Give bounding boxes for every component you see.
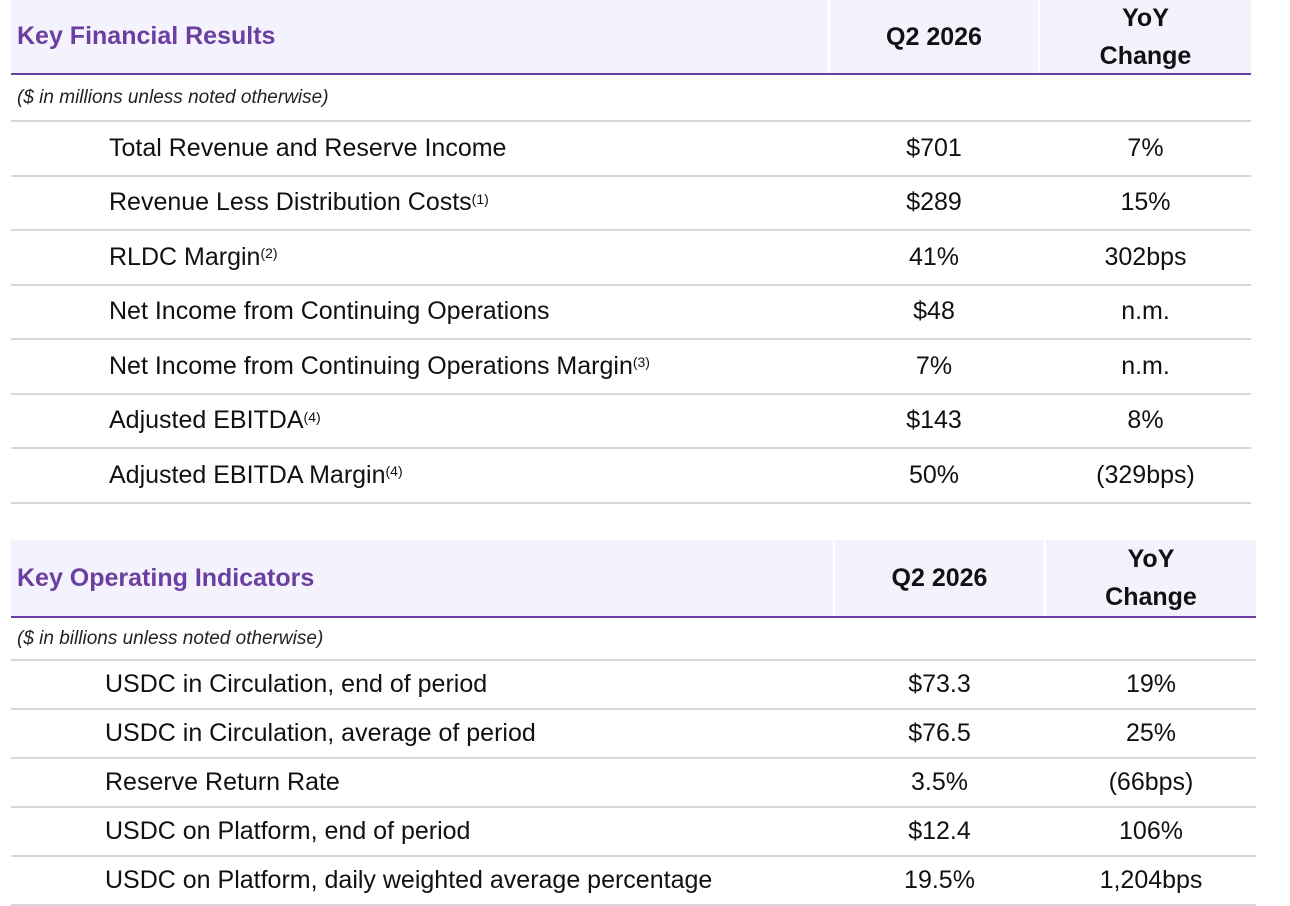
yoy-change-value: (66bps)	[1108, 768, 1194, 796]
row-label: USDC in Circulation, average of period	[105, 710, 536, 757]
change-header-line2: Change	[1105, 583, 1197, 611]
yoy-change-value: (329bps)	[1096, 460, 1195, 489]
period-value: 3.5%	[911, 768, 968, 796]
row-label: USDC in Circulation, end of period	[105, 661, 487, 708]
row-label: USDC on Platform, end of period	[105, 808, 470, 855]
change-header-line1: YoY	[1122, 3, 1169, 32]
financial-units-note: ($ in millions unless noted otherwise)	[11, 75, 1251, 122]
header-separator	[828, 0, 830, 73]
operating-units-note: ($ in billions unless noted otherwise)	[11, 618, 1256, 661]
table-row: Net Income from Continuing Operations $48…	[11, 286, 1251, 340]
period-value: 41%	[908, 242, 960, 271]
period-value: 7%	[915, 351, 953, 380]
table-row: Total Revenue and Reserve Income $701 7%	[11, 122, 1251, 177]
footnote-marker: (4)	[303, 408, 321, 425]
financial-results-title: Key Financial Results	[17, 22, 276, 50]
financial-results-header: Key Financial Results Q2 2026 YoY Change	[11, 0, 1251, 75]
row-label: Adjusted EBITDA Margin (4)	[109, 449, 403, 502]
row-label-text: USDC on Platform, daily weighted average…	[105, 866, 713, 894]
yoy-change-value: 15%	[1120, 188, 1171, 217]
period-value: $76.5	[908, 719, 971, 747]
yoy-change-value: n.m.	[1121, 351, 1170, 380]
period-value: $48	[913, 297, 955, 326]
row-label-text: USDC in Circulation, end of period	[105, 670, 488, 698]
header-separator	[833, 540, 835, 616]
row-label-text: Net Income from Continuing Operations	[109, 297, 550, 326]
financial-change-header: YoY Change	[1040, 0, 1251, 73]
yoy-change-value: 8%	[1127, 406, 1164, 435]
row-label-text: Revenue Less Distribution Costs	[109, 188, 472, 217]
row-label: Revenue Less Distribution Costs (1)	[109, 177, 489, 230]
period-value: $12.4	[908, 817, 971, 845]
row-label: Adjusted EBITDA (4)	[109, 395, 321, 448]
footnote-marker: (2)	[260, 245, 278, 262]
row-label: Net Income from Continuing Operations	[109, 286, 550, 339]
row-label: USDC on Platform, daily weighted average…	[105, 857, 712, 904]
period-value: 50%	[908, 460, 960, 489]
financial-results-table: Key Financial Results Q2 2026 YoY Change…	[11, 0, 1251, 504]
row-label-text: RLDC Margin	[109, 242, 261, 271]
row-label-text: Reserve Return Rate	[105, 768, 340, 796]
financial-rows: Total Revenue and Reserve Income $701 7% Re…	[11, 122, 1251, 504]
row-label: RLDC Margin (2)	[109, 231, 278, 284]
header-separator	[1044, 540, 1046, 616]
table-row: Revenue Less Distribution Costs (1) $289 15…	[11, 177, 1251, 231]
period-value: $701	[906, 133, 962, 162]
operating-indicators-table: Key Operating Indicators Q2 2026 YoY Cha…	[11, 540, 1256, 906]
change-header-line2: Change	[1099, 41, 1192, 70]
row-label-text: Total Revenue and Reserve Income	[109, 133, 507, 162]
table-row: USDC on Platform, daily weighted average…	[11, 857, 1256, 906]
yoy-change-value: 1,204bps	[1099, 866, 1203, 894]
row-label-text: Adjusted EBITDA Margin	[109, 460, 386, 489]
yoy-change-value: 19%	[1125, 670, 1177, 698]
table-row: Adjusted EBITDA Margin (4) 50% (329bps)	[11, 449, 1251, 504]
yoy-change-value: 7%	[1127, 133, 1164, 162]
operating-rows: USDC in Circulation, end of period $73.3 1…	[11, 661, 1256, 906]
yoy-change-value: 302bps	[1104, 242, 1187, 271]
operating-change-header: YoY Change	[1046, 540, 1256, 616]
period-value: $143	[906, 406, 962, 435]
change-header-line1: YoY	[1127, 545, 1175, 573]
period-value: 19.5%	[904, 866, 975, 894]
operating-period-header: Q2 2026	[891, 564, 988, 592]
footnote-marker: (4)	[385, 463, 403, 480]
footnote-marker: (1)	[471, 190, 489, 207]
row-label: Net Income from Continuing Operations Ma…	[109, 340, 650, 393]
row-label-text: Net Income from Continuing Operations Ma…	[109, 351, 633, 380]
table-row: Adjusted EBITDA (4) $143 8%	[11, 395, 1251, 449]
period-value: $289	[906, 188, 962, 217]
table-row: Reserve Return Rate 3.5% (66bps)	[11, 759, 1256, 808]
table-row: USDC in Circulation, end of period $73.3 1…	[11, 661, 1256, 710]
row-label-text: USDC in Circulation, average of period	[105, 719, 536, 747]
footnote-marker: (3)	[632, 354, 650, 371]
table-row: USDC in Circulation, average of period $7…	[11, 710, 1256, 759]
financial-period-header: Q2 2026	[886, 22, 982, 51]
yoy-change-value: 25%	[1125, 719, 1177, 747]
table-row: Net Income from Continuing Operations Ma…	[11, 340, 1251, 395]
header-separator	[1038, 0, 1040, 73]
row-label-text: Adjusted EBITDA	[109, 406, 304, 435]
row-label: Reserve Return Rate	[105, 759, 340, 806]
table-row: USDC on Platform, end of period $12.4 106%	[11, 808, 1256, 857]
yoy-change-value: n.m.	[1121, 297, 1170, 326]
row-label: Total Revenue and Reserve Income	[109, 122, 506, 175]
operating-indicators-header: Key Operating Indicators Q2 2026 YoY Cha…	[11, 540, 1256, 618]
table-row: RLDC Margin (2) 41% 302bps	[11, 231, 1251, 286]
period-value: $73.3	[908, 670, 971, 698]
yoy-change-value: 106%	[1119, 817, 1183, 845]
operating-indicators-title: Key Operating Indicators	[17, 563, 315, 592]
row-label-text: USDC on Platform, end of period	[105, 817, 471, 845]
